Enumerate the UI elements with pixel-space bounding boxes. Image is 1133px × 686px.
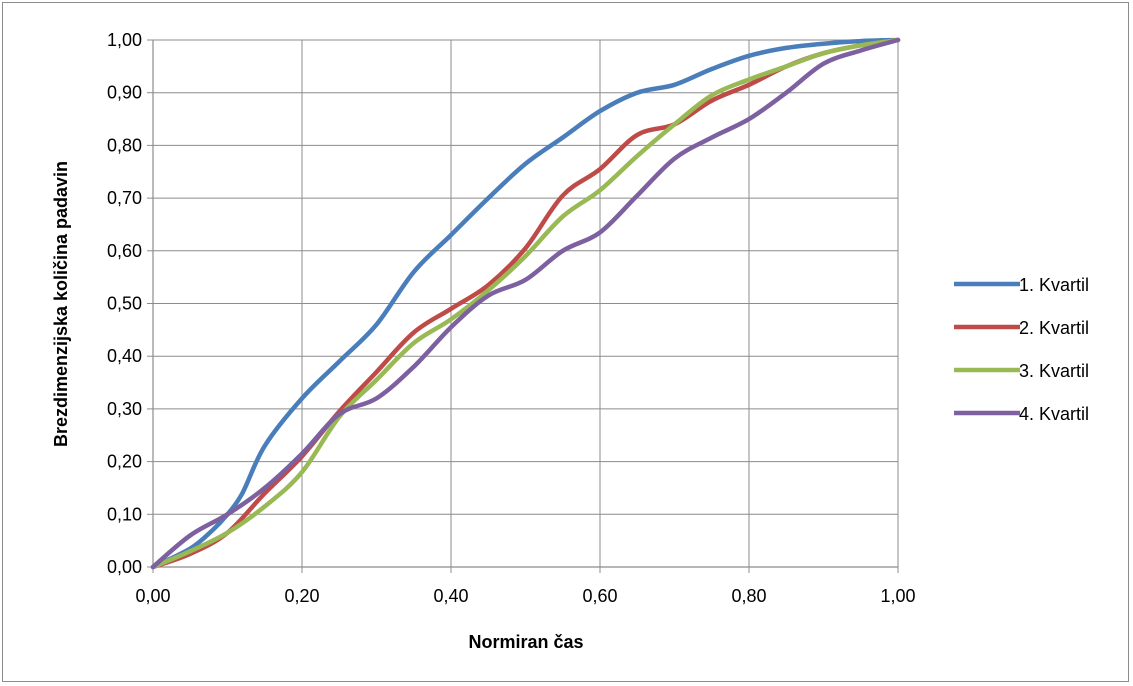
legend-label-3: 3. Kvartil [1019,361,1089,381]
x-tick-label: 0,60 [582,586,617,606]
y-tick-label: 0,40 [107,346,142,366]
x-tick-label: 0,40 [433,586,468,606]
series-line-1 [150,37,901,570]
legend-label-2: 2. Kvartil [1019,318,1089,338]
y-tick-label: 0,60 [107,241,142,261]
y-tick-label: 0,80 [107,135,142,155]
y-tick-label: 0,20 [107,452,142,472]
x-tick-label: 0,20 [284,586,319,606]
x-tick-labels: 0,00 0,20 0,40 0,60 0,80 1,00 [135,586,915,606]
y-tick-label: 0,30 [107,399,142,419]
series-lines [150,37,901,570]
axes [147,39,899,573]
y-tick-label: 0,90 [107,83,142,103]
y-tick-label: 0,70 [107,188,142,208]
series-line-4 [150,37,901,570]
x-tick-label: 0,00 [135,586,170,606]
y-tick-label: 0,50 [107,294,142,314]
legend: 1. Kvartil 2. Kvartil 3. Kvartil 4. Kvartil [954,275,1089,424]
legend-label-4: 4. Kvartil [1019,404,1089,424]
legend-label-1: 1. Kvartil [1019,275,1089,295]
y-tick-label: 1,00 [107,30,142,50]
x-tick-label: 1,00 [880,586,915,606]
y-tick-label: 0,00 [107,557,142,577]
x-tick-label: 0,80 [731,586,766,606]
y-tick-labels: 0,00 0,10 0,20 0,30 0,40 0,50 0,60 0,70 0,80 0,90… [107,30,142,577]
x-axis-title: Normiran čas [468,632,583,652]
series-line-3 [150,37,901,570]
y-axis-title: Brezdimenzijska količina padavin [51,161,71,447]
y-tick-label: 0,10 [107,504,142,524]
